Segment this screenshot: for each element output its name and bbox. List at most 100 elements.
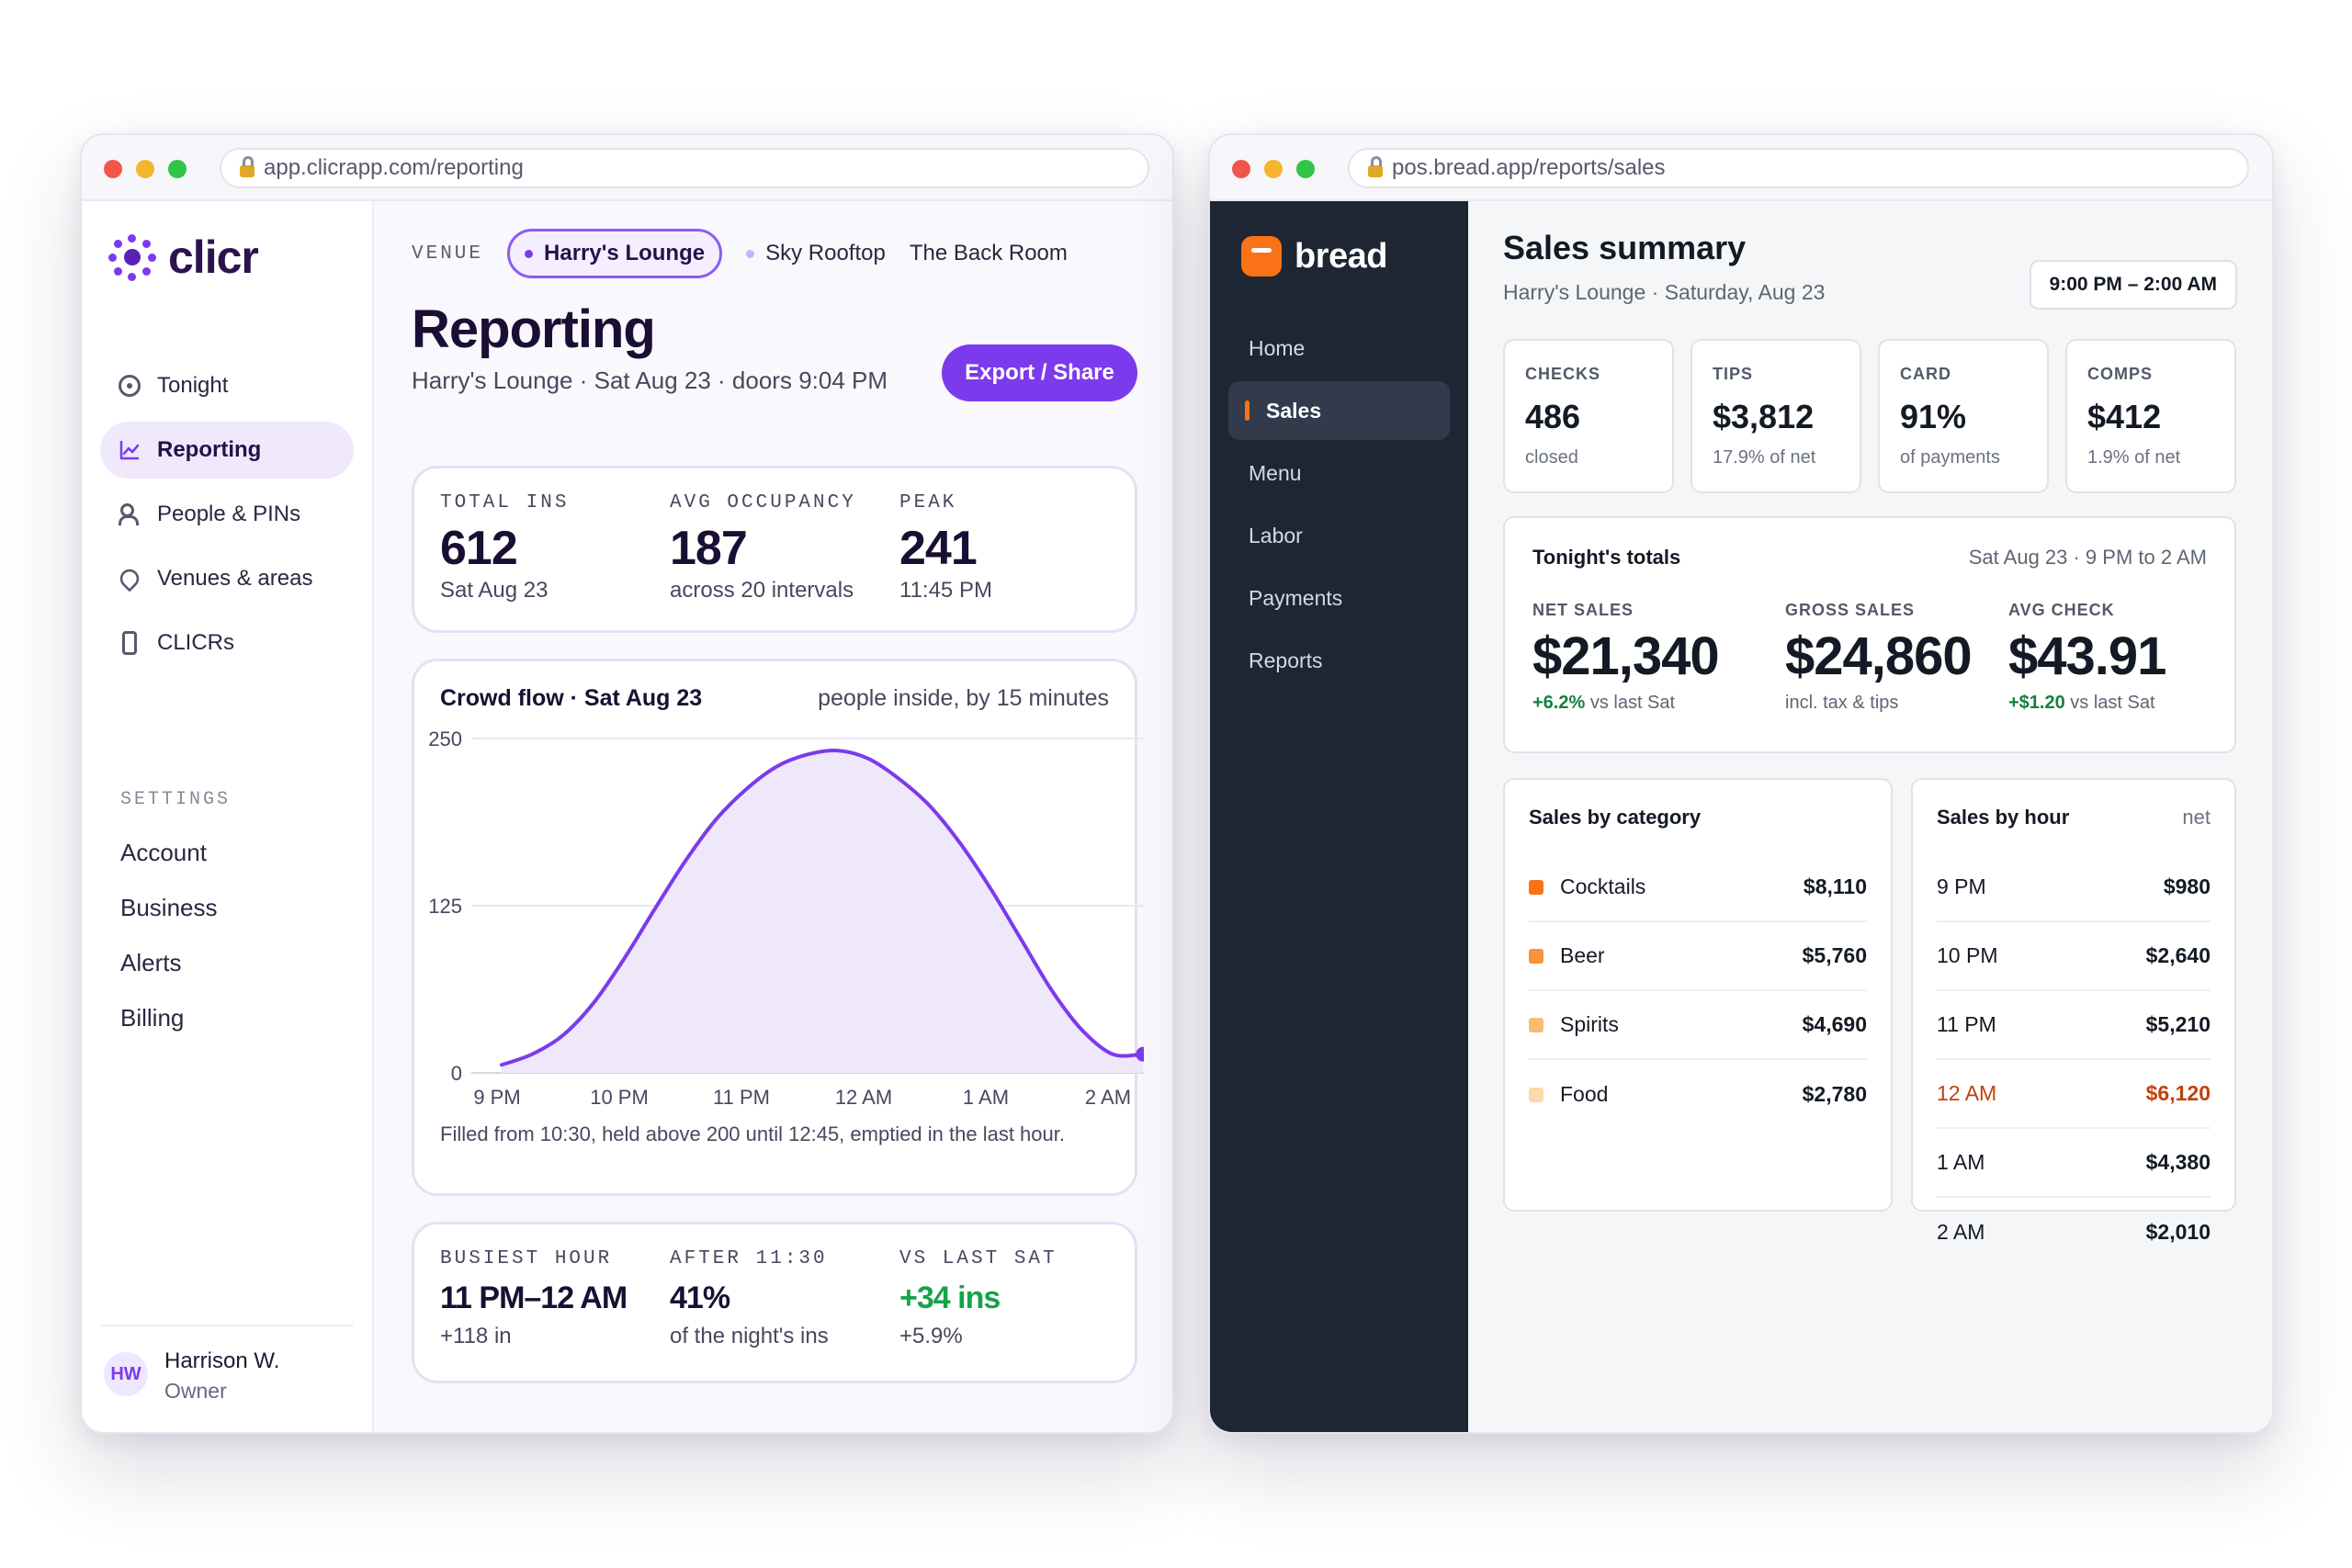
hour-label: 9 PM <box>1937 874 1986 898</box>
sidebar-item-venues[interactable]: Venues & areas <box>100 550 354 607</box>
stat-value: 41% <box>670 1280 730 1315</box>
kpi-sub: 1.9% of net <box>2087 447 2181 468</box>
hour-list: 9 PM $980 10 PM $2,640 11 PM $5,210 12 AM $6… <box>1937 853 2211 1267</box>
x-tick-label: 9 PM <box>473 1086 520 1104</box>
x-tick-label: 10 PM <box>590 1086 649 1104</box>
sidebar-item-label: Venues & areas <box>157 566 313 591</box>
totals-date: Sat Aug 23 · 9 PM to 2 AM <box>1968 546 2207 569</box>
net-sales-label: NET SALES <box>1532 601 1634 619</box>
sidebar-item-home[interactable]: Home <box>1249 335 1306 360</box>
avg-check-value: $43.91 <box>2008 626 2166 686</box>
list-item: 9 PM $980 <box>1937 853 2211 922</box>
list-item: Cocktails $8,110 <box>1529 853 1867 922</box>
maximize-window-button[interactable] <box>1296 160 1315 178</box>
net-sales-value: $21,340 <box>1532 626 1720 686</box>
series-line <box>500 748 1144 1067</box>
hour-title: Sales by hour <box>1937 806 2070 829</box>
export-share-button[interactable]: Export / Share <box>942 344 1137 401</box>
category-value: $8,110 <box>1803 874 1867 898</box>
venue-selector: VENUE Harry's Lounge Sky Rooftop The Bac… <box>412 229 1068 278</box>
sidebar-item-menu[interactable]: Menu <box>1249 460 1302 485</box>
kpi-checks: CHECKS 486 closed <box>1503 339 1674 493</box>
sidebar-item-reporting[interactable]: Reporting <box>100 422 354 479</box>
hour-value: $2,640 <box>2145 943 2211 967</box>
category-value: $2,780 <box>1802 1082 1867 1106</box>
bread-logo[interactable]: bread <box>1241 236 1387 276</box>
venue-dot-icon <box>746 249 755 258</box>
close-window-button[interactable] <box>1232 160 1250 178</box>
net-sales: NET SALES $21,340 +6.2% vs last Sat <box>1532 601 1720 714</box>
swatch-icon <box>1529 1087 1544 1102</box>
stat-sub: 11:45 PM <box>899 578 992 603</box>
category-label: Beer <box>1560 943 1605 967</box>
category-label: Cocktails <box>1560 874 1646 898</box>
crowd-flow-chart-card: Crowd flow · Sat Aug 23 people inside, b… <box>412 659 1144 1196</box>
sidebar: clicr Tonight Reporting People & PINs Ve… <box>82 201 374 1432</box>
sidebar-item-people[interactable]: People & PINs <box>100 486 354 543</box>
venue-chip-harrys-lounge[interactable]: Harry's Lounge <box>507 229 723 278</box>
sidebar-item-sales[interactable]: Sales <box>1228 381 1450 440</box>
hour-value: $4,380 <box>2145 1150 2211 1174</box>
kpi-tips: TIPS $3,812 17.9% of net <box>1690 339 1861 493</box>
sidebar-item-tonight[interactable]: Tonight <box>100 357 354 414</box>
browser-chrome: pos.bread.app/reports/sales <box>1210 135 2272 201</box>
gross-sales-sub: incl. tax & tips <box>1785 693 1899 713</box>
kpi-label: TIPS <box>1713 365 1754 383</box>
delta-suffix: vs last Sat <box>2064 693 2155 713</box>
stat-label: PEAK <box>899 492 957 513</box>
settings-item-business[interactable]: Business <box>120 894 218 921</box>
address-bar[interactable]: pos.bread.app/reports/sales <box>1348 148 2249 188</box>
series-end-point <box>1136 1046 1144 1062</box>
sales-by-category-card: Sales by category Cocktails $8,110 Beer … <box>1503 778 1893 1212</box>
venue-chip-sky-rooftop[interactable]: Sky Rooftop <box>746 241 886 266</box>
sidebar-item-payments[interactable]: Payments <box>1249 585 1343 610</box>
settings-item-billing[interactable]: Billing <box>120 1004 185 1032</box>
sidebar: bread Home Sales Menu Labor Payments Rep… <box>1210 201 1468 1432</box>
venue-label: VENUE <box>412 243 484 265</box>
list-item: 11 PM $5,210 <box>1937 991 2211 1060</box>
minimize-window-button[interactable] <box>136 160 154 178</box>
kpi-card: CARD 91% of payments <box>1878 339 2049 493</box>
kpi-value: $3,812 <box>1713 398 1815 435</box>
kpi-comps: COMPS $412 1.9% of net <box>2065 339 2236 493</box>
settings-item-alerts[interactable]: Alerts <box>120 949 182 976</box>
maximize-window-button[interactable] <box>168 160 187 178</box>
minimize-window-button[interactable] <box>1264 160 1283 178</box>
stat-avg-occupancy: AVG OCCUPANCY 187 across 20 intervals <box>670 492 856 604</box>
sidebar-item-clicrs[interactable]: CLICRs <box>100 615 354 671</box>
x-tick-label: 1 AM <box>963 1086 1009 1104</box>
sidebar-item-label: Reporting <box>157 437 262 462</box>
kpi-value: 486 <box>1525 398 1581 435</box>
address-bar-url: pos.bread.app/reports/sales <box>1392 155 1666 180</box>
sidebar-item-reports[interactable]: Reports <box>1249 648 1323 672</box>
hour-label: 12 AM <box>1937 1081 1997 1105</box>
close-window-button[interactable] <box>104 160 122 178</box>
stat-label: AFTER 11:30 <box>670 1248 828 1269</box>
swatch-icon <box>1529 1017 1544 1032</box>
stat-sub: across 20 intervals <box>670 578 854 603</box>
settings-item-account[interactable]: Account <box>120 839 207 866</box>
gross-sales: GROSS SALES $24,860 incl. tax & tips <box>1785 601 1973 714</box>
hour-label: 2 AM <box>1937 1220 1985 1244</box>
clicr-logo[interactable]: clicr <box>107 231 259 284</box>
stat-label: BUSIEST HOUR <box>440 1248 613 1269</box>
stat-label: VS LAST SAT <box>899 1248 1057 1269</box>
hour-caption: net <box>2182 806 2211 829</box>
stat-sub: Sat Aug 23 <box>440 578 548 603</box>
venue-chip-back-room[interactable]: The Back Room <box>910 241 1068 266</box>
user-profile[interactable]: HW Harrison W. Owner <box>100 1325 354 1405</box>
sidebar-item-labor[interactable]: Labor <box>1249 523 1303 547</box>
clicr-logo-text: clicr <box>168 231 259 283</box>
date-range-picker[interactable]: 9:00 PM – 2:00 AM <box>2029 260 2237 310</box>
address-bar[interactable]: app.clicrapp.com/reporting <box>220 148 1149 188</box>
series-area <box>502 750 1144 1073</box>
page-subtitle: Harry's Lounge · Saturday, Aug 23 <box>1503 280 1826 304</box>
list-item: 10 PM $2,640 <box>1937 922 2211 991</box>
location-pin-icon <box>116 565 143 592</box>
sidebar-nav: Tonight Reporting People & PINs Venues &… <box>100 357 354 679</box>
page-subtitle: Harry's Lounge · Sat Aug 23 · doors 9:04… <box>412 367 888 394</box>
kpi-sub: of payments <box>1900 447 2000 468</box>
hour-value: $5,210 <box>2145 1012 2211 1036</box>
browser-chrome: app.clicrapp.com/reporting <box>82 135 1172 201</box>
swatch-icon <box>1529 948 1544 964</box>
